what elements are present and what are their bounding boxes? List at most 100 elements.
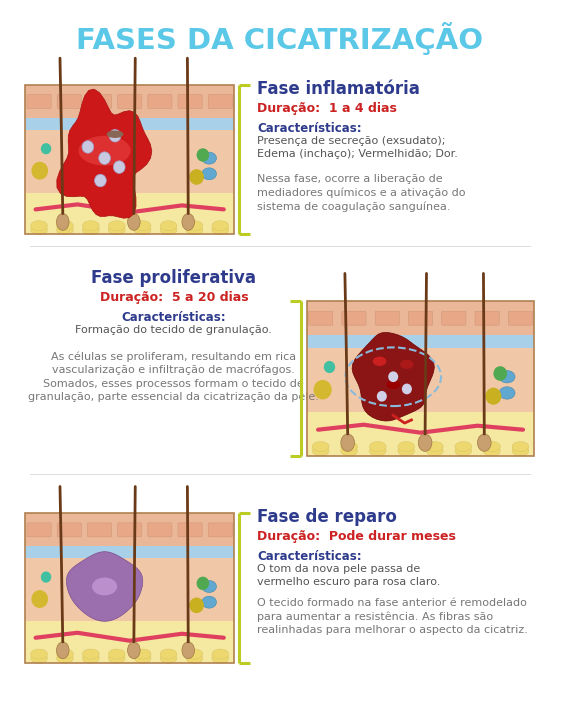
Text: FASES DA CICATRIZAÇÃO: FASES DA CICATRIZAÇÃO [76,22,483,55]
Ellipse shape [512,442,529,452]
Text: Fase inflamatória: Fase inflamatória [257,80,420,98]
Ellipse shape [108,221,125,231]
Ellipse shape [202,152,216,164]
Text: Duração:  5 a 20 dias: Duração: 5 a 20 dias [99,291,248,304]
FancyBboxPatch shape [307,301,535,335]
Text: Duração:  1 a 4 dias: Duração: 1 a 4 dias [257,102,397,115]
Text: Fase de reparo: Fase de reparo [257,508,397,526]
Text: Presença de secreção (exsudato);
Edema (inchaço); Vermelhidão; Dor.: Presença de secreção (exsudato); Edema (… [257,136,458,159]
Ellipse shape [92,578,117,595]
Circle shape [113,161,125,173]
Ellipse shape [134,225,151,235]
Ellipse shape [57,214,69,230]
Ellipse shape [202,596,216,608]
Ellipse shape [484,446,500,456]
Ellipse shape [484,442,500,452]
FancyBboxPatch shape [87,523,112,536]
Ellipse shape [31,649,47,659]
FancyBboxPatch shape [509,311,532,325]
FancyBboxPatch shape [148,523,172,536]
FancyBboxPatch shape [25,621,234,663]
Text: O tom da nova pele passa de
vermelho escuro para rosa claro.: O tom da nova pele passa de vermelho esc… [257,564,441,587]
FancyBboxPatch shape [148,95,172,109]
Circle shape [31,590,48,608]
Ellipse shape [369,442,386,452]
Circle shape [31,161,48,180]
Ellipse shape [212,225,229,235]
Ellipse shape [160,225,177,235]
FancyBboxPatch shape [208,95,232,109]
Ellipse shape [128,642,140,659]
Text: Características:: Características: [257,550,362,563]
Ellipse shape [160,653,177,663]
Circle shape [41,143,51,154]
Ellipse shape [212,649,229,659]
Ellipse shape [499,371,515,383]
FancyBboxPatch shape [25,193,234,235]
Ellipse shape [160,649,177,659]
Text: Formação do tecido de granulação.: Formação do tecido de granulação. [75,325,272,335]
Ellipse shape [83,653,99,663]
Ellipse shape [212,653,229,663]
Ellipse shape [108,225,125,235]
Ellipse shape [341,434,354,451]
FancyBboxPatch shape [117,523,142,536]
Circle shape [109,130,121,142]
Ellipse shape [79,135,131,166]
Ellipse shape [418,434,432,451]
Text: Características:: Características: [257,122,362,135]
FancyBboxPatch shape [442,311,466,325]
Ellipse shape [83,221,99,231]
FancyBboxPatch shape [25,85,234,118]
FancyBboxPatch shape [208,523,232,536]
FancyBboxPatch shape [409,311,432,325]
FancyBboxPatch shape [178,95,202,109]
Ellipse shape [57,221,73,231]
Ellipse shape [186,653,203,663]
Ellipse shape [128,214,140,230]
Ellipse shape [400,360,414,369]
Ellipse shape [186,649,203,659]
Ellipse shape [160,221,177,231]
Ellipse shape [186,221,203,231]
Ellipse shape [398,446,414,456]
Ellipse shape [398,442,414,452]
Ellipse shape [57,225,73,235]
FancyBboxPatch shape [307,348,535,413]
Ellipse shape [512,446,529,456]
Ellipse shape [212,221,229,231]
Ellipse shape [455,446,472,456]
Circle shape [377,391,387,402]
Text: Nessa fase, ocorre a liberação de
mediadores químicos e a ativação do
sistema de: Nessa fase, ocorre a liberação de mediad… [257,174,466,211]
Ellipse shape [31,221,47,231]
FancyBboxPatch shape [117,95,142,109]
FancyBboxPatch shape [87,95,112,109]
Ellipse shape [427,446,443,456]
Ellipse shape [107,130,124,138]
Text: Fase proliferativa: Fase proliferativa [91,269,256,287]
FancyBboxPatch shape [25,558,234,621]
FancyBboxPatch shape [475,311,499,325]
Circle shape [494,366,507,381]
Ellipse shape [312,446,329,456]
Circle shape [486,387,501,405]
FancyBboxPatch shape [27,95,51,109]
FancyBboxPatch shape [307,335,535,348]
Ellipse shape [134,221,151,231]
Text: As células se proliferam, resultando em rica
vascularização e infiltração de mac: As células se proliferam, resultando em … [28,351,319,402]
Text: Duração:  Pode durar meses: Duração: Pode durar meses [257,531,456,543]
Circle shape [324,361,335,373]
Ellipse shape [499,387,515,399]
Ellipse shape [134,653,151,663]
Circle shape [41,571,51,583]
FancyBboxPatch shape [309,311,333,325]
Ellipse shape [108,649,125,659]
Text: O tecido formado na fase anterior é remodelado
para aumentar a resistência. As f: O tecido formado na fase anterior é remo… [257,598,528,635]
Ellipse shape [312,442,329,452]
Ellipse shape [455,442,472,452]
Ellipse shape [186,225,203,235]
FancyBboxPatch shape [178,523,202,536]
Circle shape [388,371,398,382]
FancyBboxPatch shape [25,118,234,130]
Ellipse shape [31,653,47,663]
